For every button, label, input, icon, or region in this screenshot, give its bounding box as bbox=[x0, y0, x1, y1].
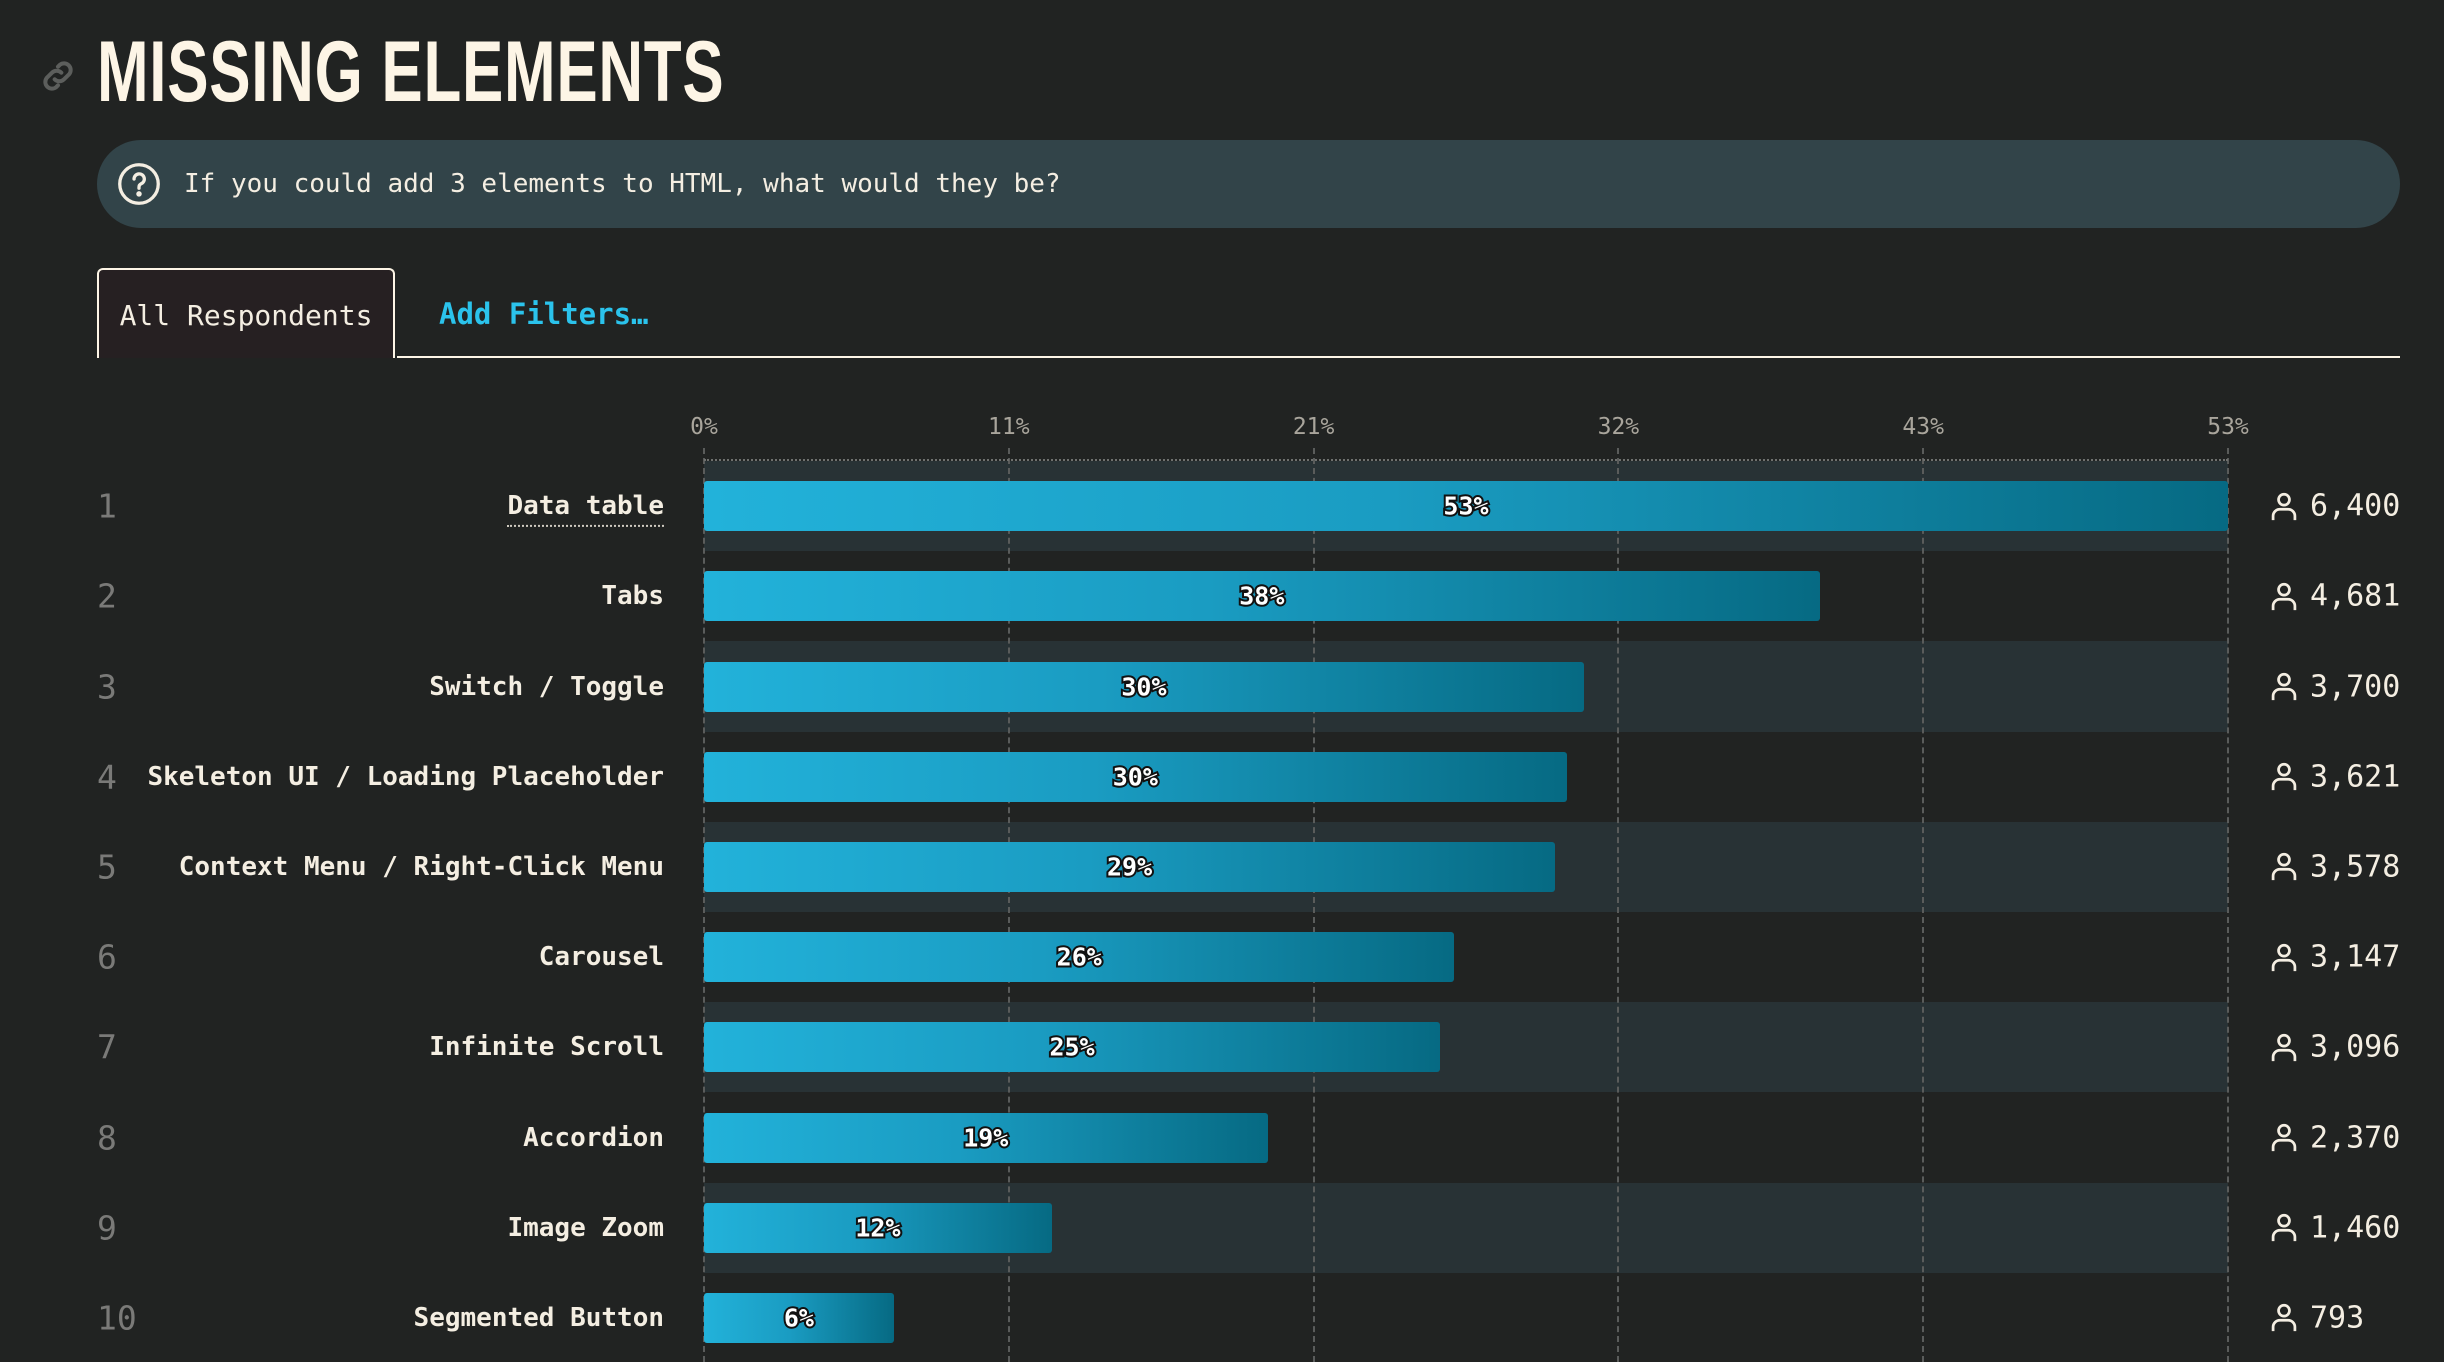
row-rank: 6 bbox=[97, 937, 117, 977]
axis-line bbox=[704, 459, 2228, 461]
count-value: 3,700 bbox=[2310, 669, 2401, 704]
row-rank: 8 bbox=[97, 1118, 117, 1157]
tab-divider bbox=[397, 356, 2400, 358]
count-value: 3,096 bbox=[2310, 1029, 2401, 1065]
tick-label: 0% bbox=[690, 414, 718, 440]
count-value: 6,400 bbox=[2310, 488, 2401, 524]
tick-label: 11% bbox=[988, 414, 1030, 440]
bar-value-label: 30% bbox=[1119, 670, 1168, 703]
row-rank: 4 bbox=[97, 757, 117, 797]
gridline bbox=[703, 448, 705, 1362]
tick-label: 21% bbox=[1292, 414, 1335, 440]
bar-value-label: 26% bbox=[1055, 941, 1104, 974]
user-icon bbox=[2271, 582, 2297, 610]
count-value: 3,578 bbox=[2310, 849, 2401, 885]
respondent-count: 6,400 bbox=[2270, 489, 2400, 524]
bar-value-label: 38% bbox=[1237, 580, 1286, 613]
user-icon bbox=[2271, 943, 2297, 971]
respondent-count: 3,621 bbox=[2270, 759, 2400, 794]
bar[interactable] bbox=[704, 1292, 894, 1343]
bar-value-label: 19% bbox=[961, 1121, 1010, 1154]
page-title: MISSING ELEMENTS bbox=[97, 24, 725, 120]
bar[interactable] bbox=[704, 481, 2228, 532]
link-icon[interactable] bbox=[38, 56, 78, 96]
row-rank: 10 bbox=[97, 1298, 137, 1338]
row-label[interactable]: Data table bbox=[507, 491, 664, 527]
bar[interactable] bbox=[704, 841, 1556, 892]
row-rank: 9 bbox=[97, 1208, 117, 1248]
bar[interactable] bbox=[704, 661, 1584, 712]
respondent-count: 3,700 bbox=[2270, 669, 2400, 704]
row-rank: 7 bbox=[97, 1027, 117, 1067]
count-value: 2,370 bbox=[2310, 1120, 2401, 1155]
tick-label: 53% bbox=[2207, 414, 2249, 440]
row-label: Infinite Scroll bbox=[429, 1032, 664, 1063]
question-icon bbox=[118, 163, 160, 205]
user-icon bbox=[2271, 492, 2297, 520]
user-icon bbox=[2271, 853, 2297, 881]
gridline bbox=[1617, 448, 1620, 1362]
user-icon bbox=[2271, 1304, 2297, 1332]
row-label: Switch / Toggle bbox=[429, 671, 664, 702]
count-value: 1,460 bbox=[2310, 1210, 2401, 1246]
user-icon bbox=[2271, 763, 2297, 791]
row-label: Context Menu / Right-Click Menu bbox=[178, 851, 664, 882]
bar-value-label: 30% bbox=[1111, 760, 1160, 793]
bar[interactable] bbox=[704, 1112, 1268, 1163]
respondent-count: 793 bbox=[2270, 1300, 2364, 1335]
respondent-count: 3,578 bbox=[2270, 849, 2400, 884]
row-rank: 1 bbox=[97, 486, 117, 526]
user-icon bbox=[2271, 1123, 2297, 1152]
row-label: Tabs bbox=[601, 581, 664, 612]
respondent-count: 2,370 bbox=[2270, 1120, 2400, 1155]
bar[interactable] bbox=[704, 571, 1820, 622]
tick-label: 32% bbox=[1597, 414, 1640, 440]
bar[interactable] bbox=[704, 1202, 1052, 1253]
respondent-count: 3,096 bbox=[2270, 1030, 2400, 1065]
bar-value-label: 29% bbox=[1105, 850, 1154, 883]
respondent-count: 1,460 bbox=[2270, 1210, 2400, 1245]
count-value: 3,147 bbox=[2310, 939, 2401, 975]
question-text: If you could add 3 elements to HTML, wha… bbox=[184, 169, 1061, 199]
row-label: Accordion bbox=[523, 1122, 664, 1153]
count-value: 793 bbox=[2310, 1300, 2365, 1336]
gridline bbox=[1922, 448, 1925, 1362]
row-label: Carousel bbox=[538, 942, 664, 973]
user-icon bbox=[2271, 1214, 2297, 1242]
row-label: Segmented Button bbox=[413, 1302, 664, 1333]
respondent-count: 3,147 bbox=[2270, 940, 2400, 975]
respondent-count: 4,681 bbox=[2270, 579, 2400, 614]
user-icon bbox=[2271, 672, 2297, 701]
count-value: 4,681 bbox=[2310, 578, 2401, 614]
gridline bbox=[1312, 448, 1315, 1362]
row-rank: 5 bbox=[97, 847, 117, 887]
row-rank: 2 bbox=[97, 576, 117, 616]
bar-value-label: 53% bbox=[1441, 490, 1490, 523]
gridline bbox=[2227, 448, 2229, 1362]
add-filters-button[interactable]: Add Filters… bbox=[439, 297, 649, 331]
bar[interactable] bbox=[704, 932, 1455, 983]
bar[interactable] bbox=[704, 751, 1567, 802]
bar-value-label: 12% bbox=[853, 1211, 902, 1244]
bar-value-label: 25% bbox=[1047, 1031, 1096, 1064]
row-label: Image Zoom bbox=[507, 1212, 664, 1243]
count-value: 3,621 bbox=[2310, 759, 2401, 795]
bar[interactable] bbox=[704, 1022, 1441, 1073]
question-banner: If you could add 3 elements to HTML, wha… bbox=[97, 140, 2400, 228]
gridline bbox=[1007, 448, 1010, 1362]
tab-all-respondents[interactable]: All Respondents bbox=[97, 268, 395, 358]
bar-value-label: 6% bbox=[782, 1301, 816, 1334]
row-label: Skeleton UI / Loading Placeholder bbox=[147, 761, 664, 792]
user-icon bbox=[2271, 1033, 2297, 1061]
row-rank: 3 bbox=[97, 667, 117, 706]
tick-label: 43% bbox=[1902, 414, 1944, 440]
